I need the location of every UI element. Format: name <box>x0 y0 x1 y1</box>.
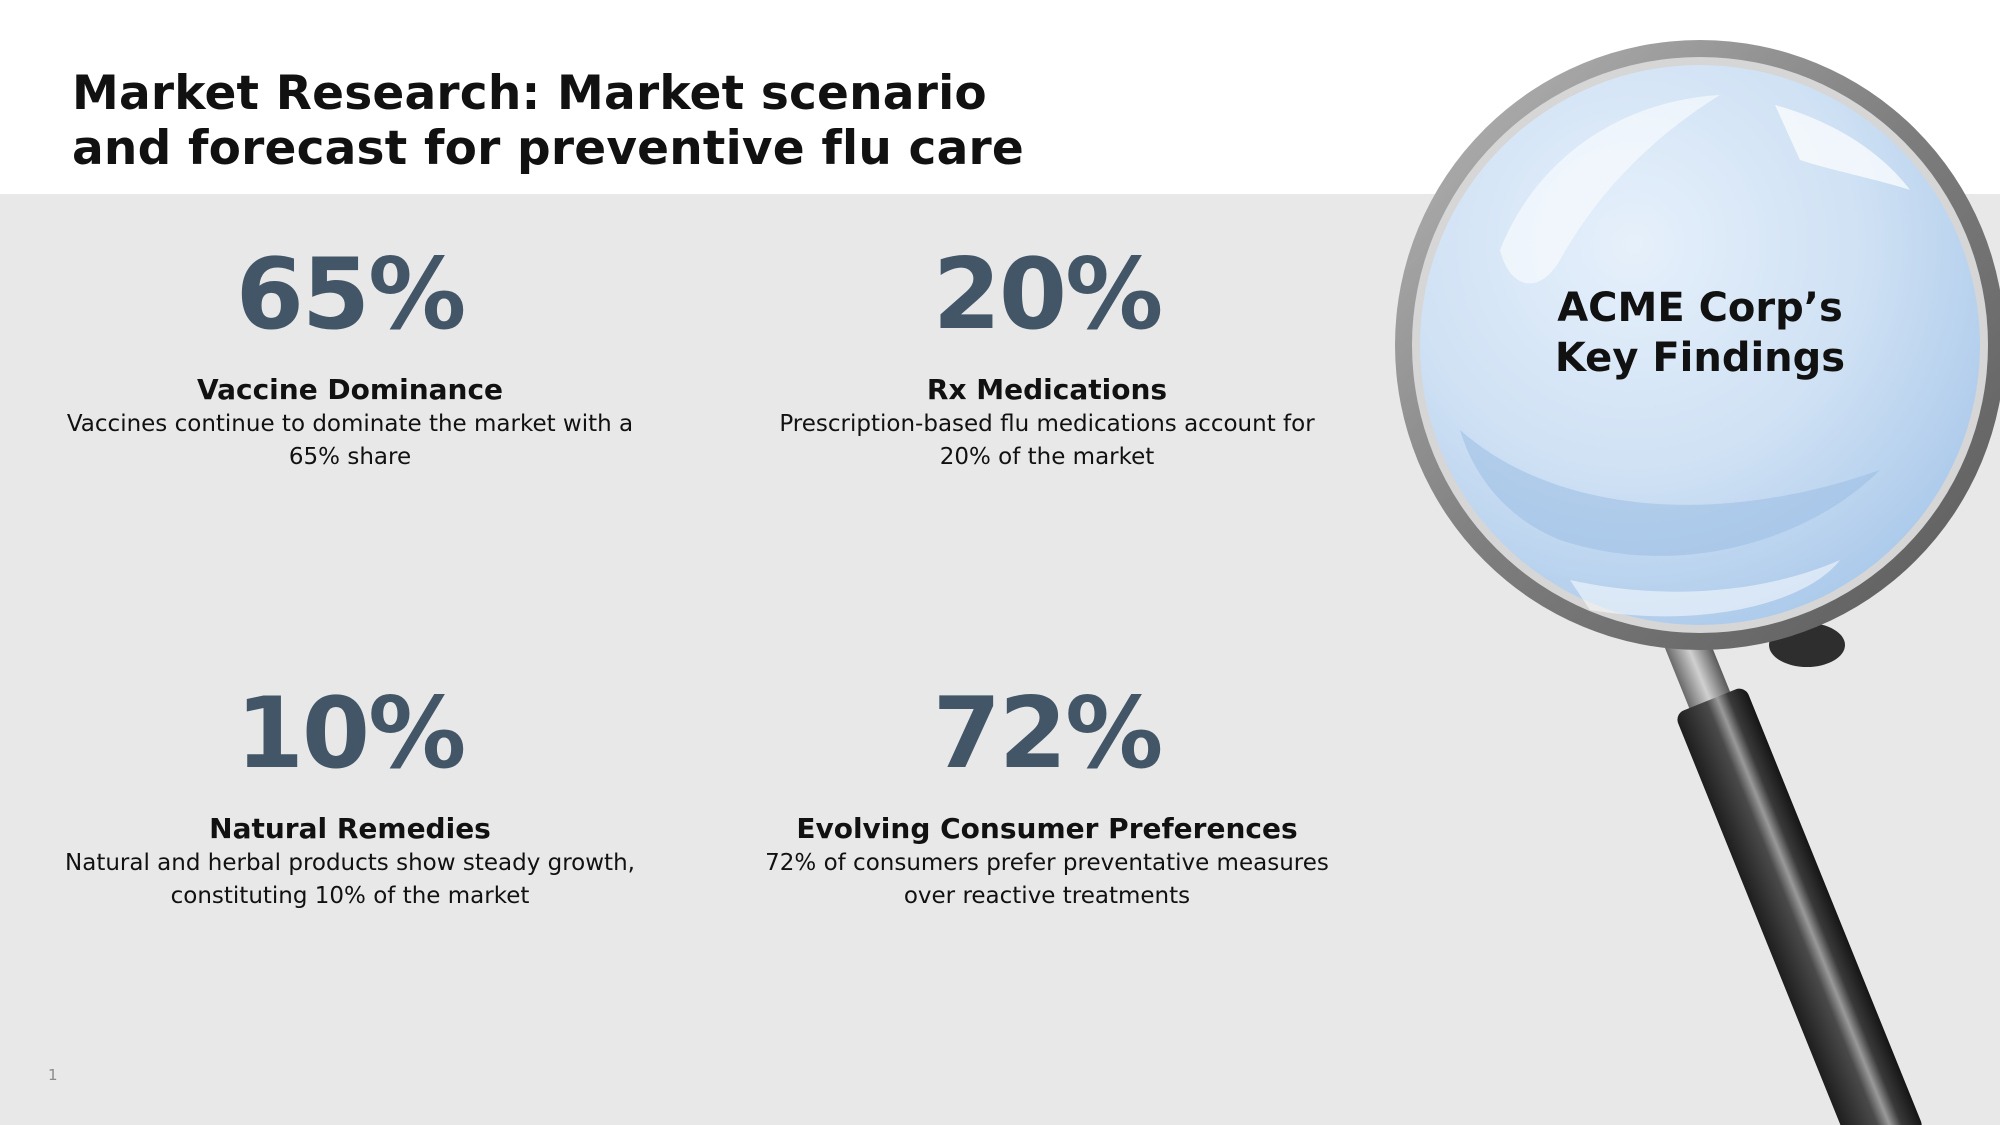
lens-highlight-bottom <box>1570 560 1840 617</box>
lens-highlight-corner <box>1775 105 1910 190</box>
stat-value: 20% <box>932 238 1164 352</box>
callout-line-1: ACME Corp’s <box>1557 285 1843 331</box>
magnifying-glass-icon <box>1395 40 2000 1125</box>
page-number: 1 <box>48 1066 58 1084</box>
lens-highlight-top <box>1500 95 1720 284</box>
stat-card-rx-medications: 20% Rx Medications Prescription-based fl… <box>757 240 1337 474</box>
lens-shadow-bottom <box>1460 430 1880 556</box>
stat-description: Natural and herbal products show steady … <box>65 850 635 909</box>
stat-heading: Evolving Consumer Preferences <box>796 812 1298 845</box>
stat-description: Vaccines continue to dominate the market… <box>66 411 634 470</box>
key-findings-callout: ACME Corp’s Key Findings <box>1530 283 1870 383</box>
stat-card-vaccine-dominance: 65% Vaccine Dominance Vaccines continue … <box>60 240 640 474</box>
stat-value: 72% <box>932 677 1164 791</box>
stat-heading: Vaccine Dominance <box>196 373 504 406</box>
handle-grip <box>1677 688 1922 1125</box>
stat-heading: Rx Medications <box>926 373 1168 406</box>
slide-title-line-2: and forecast for preventive flu care <box>72 121 1024 176</box>
stat-heading: Natural Remedies <box>209 812 491 845</box>
stat-value: 65% <box>235 238 467 352</box>
stat-card-consumer-preferences: 72% Evolving Consumer Preferences 72% of… <box>757 679 1337 913</box>
stat-description: 72% of consumers prefer preventative mea… <box>765 850 1329 909</box>
callout-line-2: Key Findings <box>1554 335 1846 381</box>
handle <box>1661 619 1922 1125</box>
stat-value: 10% <box>235 677 467 791</box>
slide-title: Market Research: Market scenario and for… <box>72 66 1024 176</box>
slide-title-line-1: Market Research: Market scenario <box>72 66 987 121</box>
stat-card-natural-remedies: 10% Natural Remedies Natural and herbal … <box>60 679 640 913</box>
stat-description: Prescription-based flu medications accou… <box>779 411 1315 470</box>
